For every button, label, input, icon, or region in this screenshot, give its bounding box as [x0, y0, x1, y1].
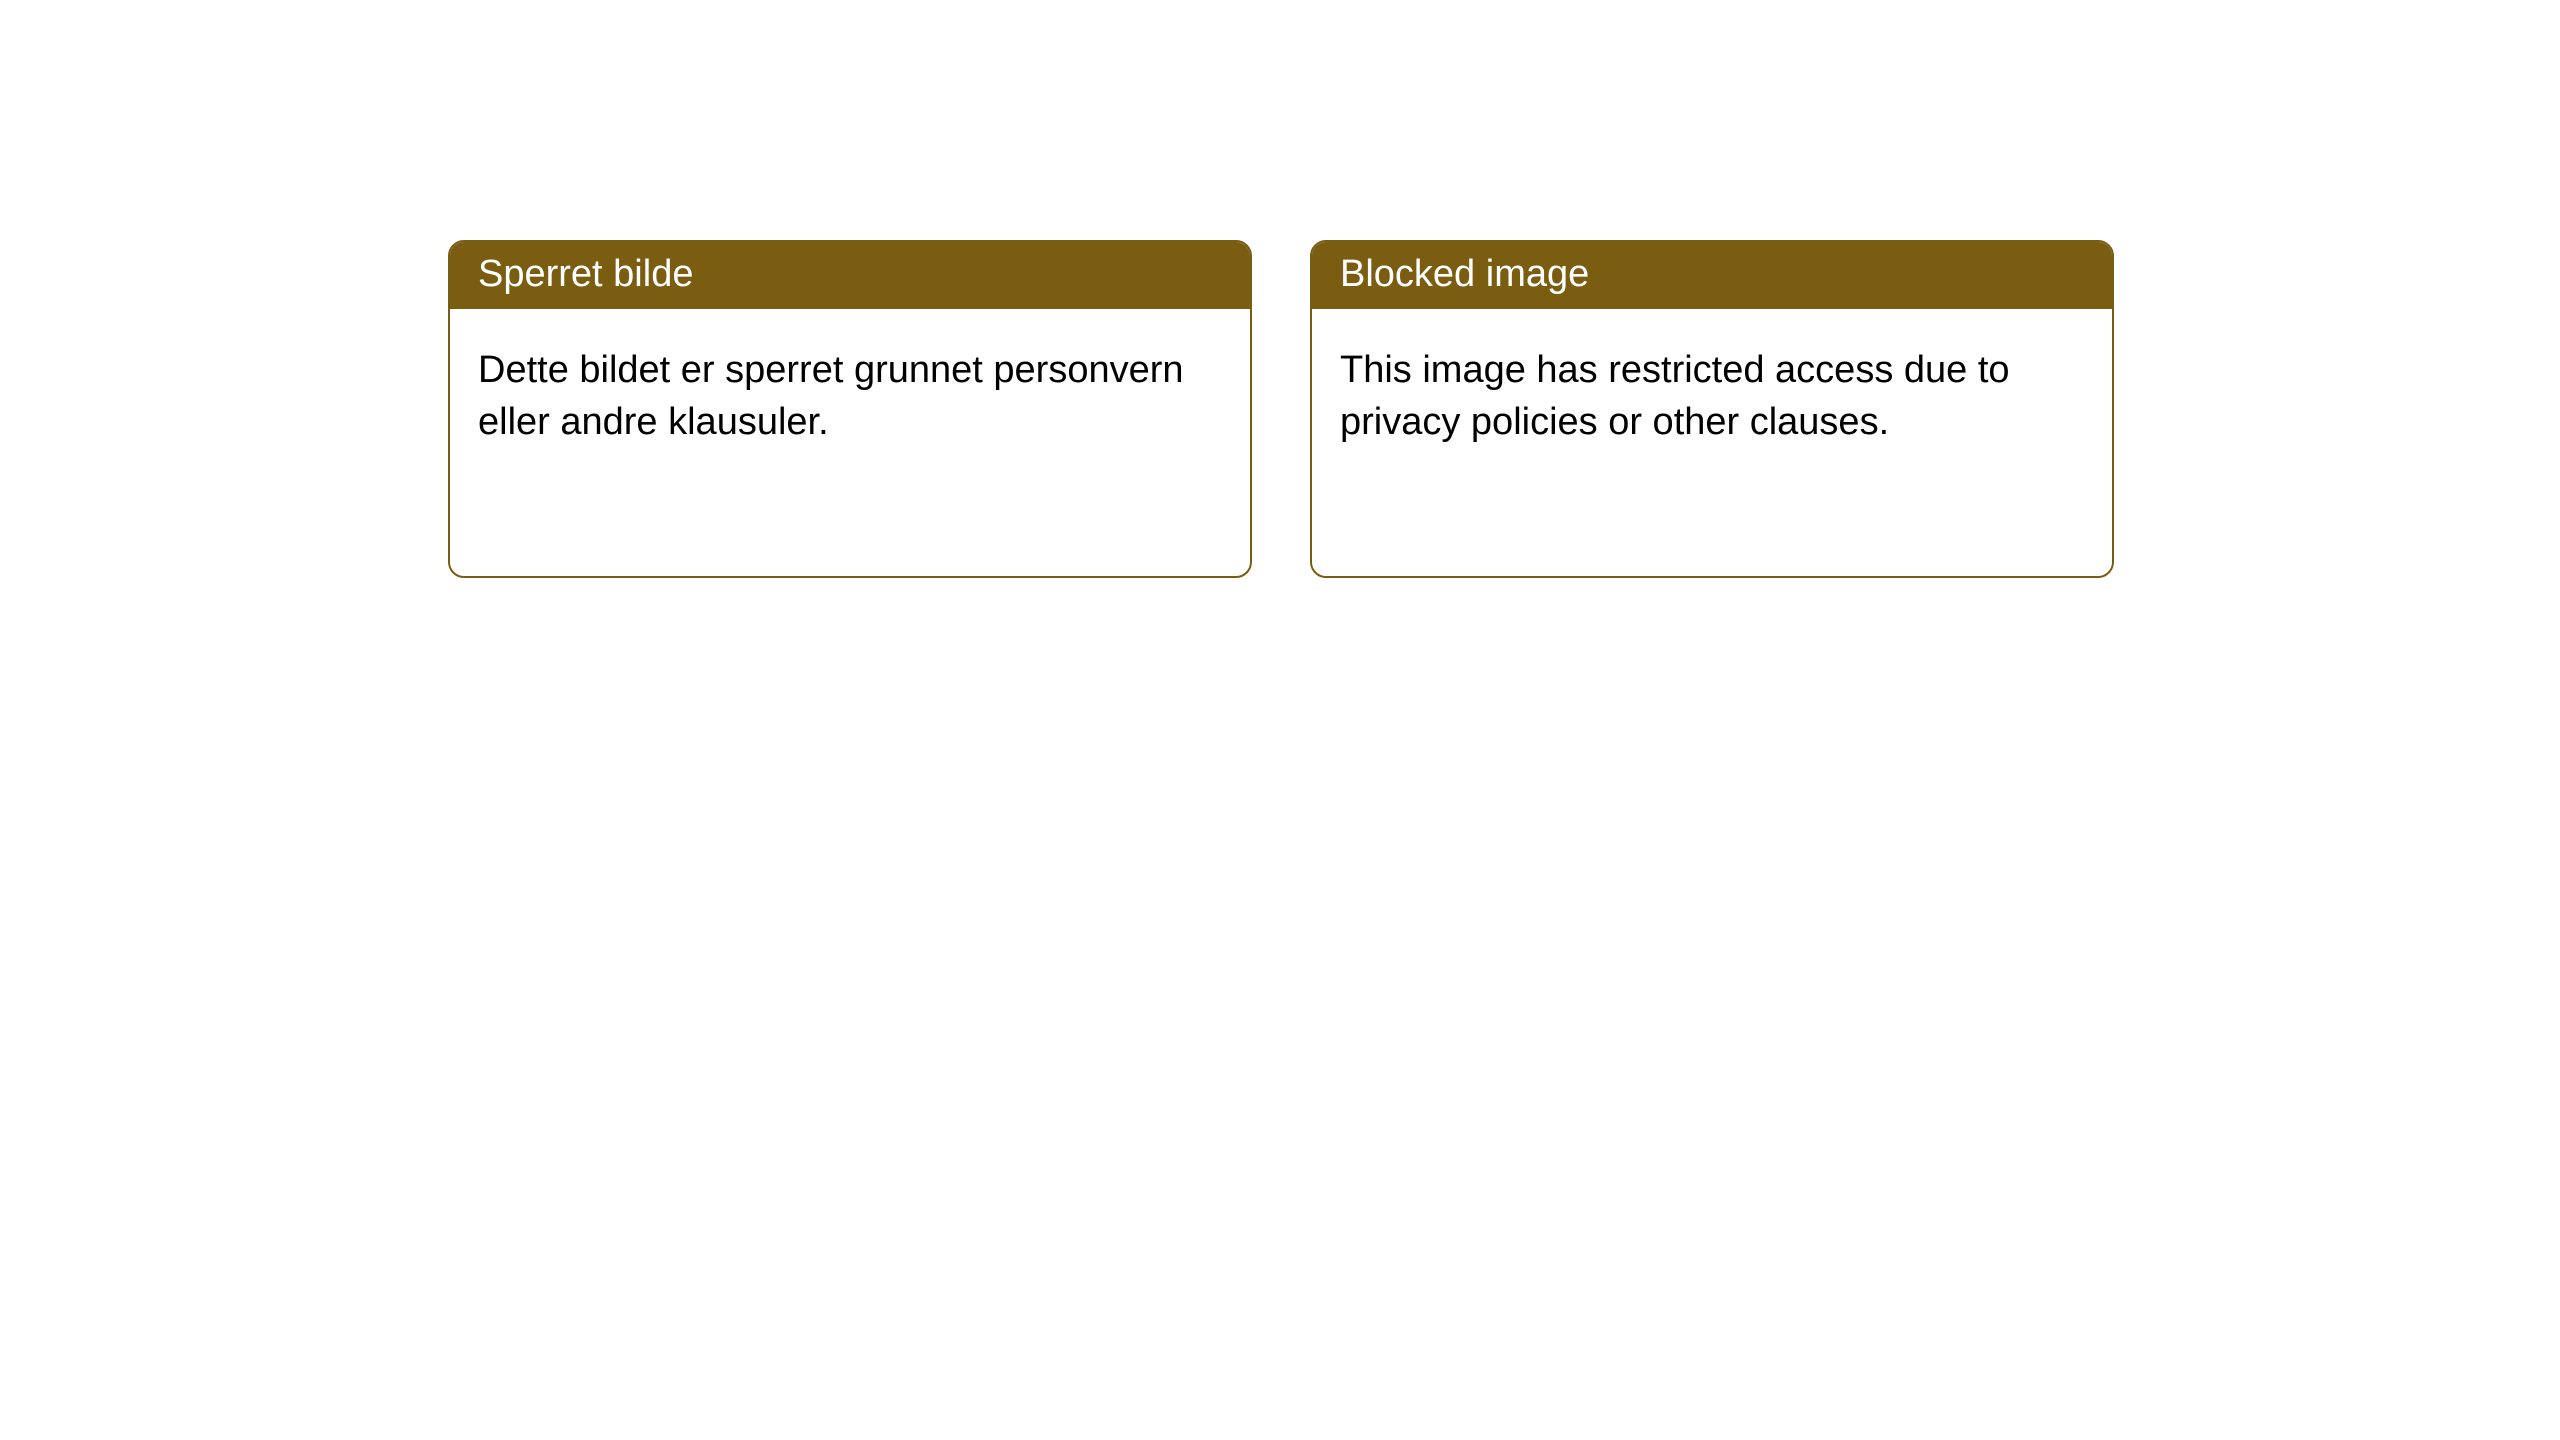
notice-container: Sperret bilde Dette bildet er sperret gr…: [0, 0, 2560, 578]
notice-title: Blocked image: [1312, 242, 2112, 309]
notice-body: This image has restricted access due to …: [1312, 309, 2112, 484]
notice-title: Sperret bilde: [450, 242, 1250, 309]
notice-card-english: Blocked image This image has restricted …: [1310, 240, 2114, 578]
notice-card-norwegian: Sperret bilde Dette bildet er sperret gr…: [448, 240, 1252, 578]
notice-body: Dette bildet er sperret grunnet personve…: [450, 309, 1250, 484]
